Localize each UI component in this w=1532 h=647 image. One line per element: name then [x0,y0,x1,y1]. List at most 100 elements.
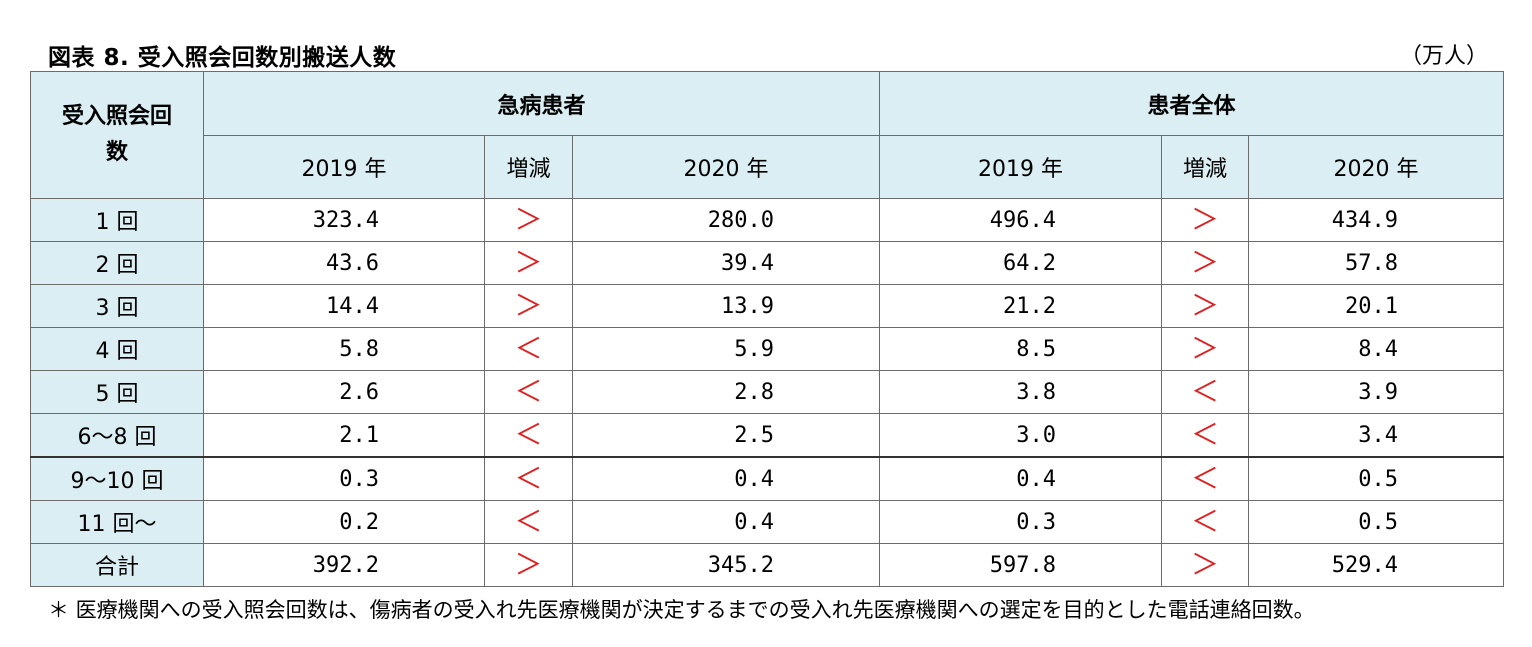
value-2020-acute: 0.4 [572,500,880,544]
change-indicator-acute: ＜ [484,413,573,458]
col-2020-acute: 2020 年 [572,135,880,199]
value-2019-acute: 392.2 [203,543,485,587]
change-indicator-acute: ＞ [484,241,573,285]
value-2019-acute: 14.4 [203,284,485,328]
value-2020-acute: 0.4 [572,456,880,501]
change-indicator-all: ＜ [1161,413,1249,458]
transport-table: 受入照会回数 急病患者 患者全体 2019 年 増減 2020 年 2019 年… [30,71,1504,587]
value-2020-acute: 2.8 [572,370,880,414]
comparison-sign: ＜ [1190,418,1219,451]
value-2020-all: 3.4 [1248,413,1504,458]
value-2020-all: 0.5 [1248,500,1504,544]
comparison-sign: ＜ [514,505,543,538]
change-indicator-all: ＜ [1161,456,1249,501]
value-2019-all: 0.4 [879,456,1162,501]
change-indicator-all: ＞ [1161,241,1249,285]
table-row: 6～8 回 2.1 ＜ 2.5 3.0 ＜ 3.4 [30,413,1504,458]
value-2020-acute: 345.2 [572,543,880,587]
col-change-all: 増減 [1161,135,1249,199]
table-row: 9～10 回 0.3 ＜ 0.4 0.4 ＜ 0.5 [30,456,1504,501]
group-header-all: 患者全体 [879,71,1504,136]
value-2019-acute: 2.6 [203,370,485,414]
value-2019-all: 64.2 [879,241,1162,285]
comparison-sign: ＞ [514,289,543,322]
footnote: ＊ 医療機関への受入照会回数は、傷病者の受入れ先医療機関が決定するまでの受入れ先… [48,598,1315,622]
change-indicator-all: ＞ [1161,327,1249,371]
value-2019-acute: 5.8 [203,327,485,371]
value-2020-all: 0.5 [1248,456,1504,501]
comparison-sign: ＜ [514,462,543,495]
table-row: 5 回 2.6 ＜ 2.8 3.8 ＜ 3.9 [30,370,1504,414]
value-2020-acute: 13.9 [572,284,880,328]
value-2020-acute: 280.0 [572,198,880,242]
comparison-sign: ＞ [1190,246,1219,279]
col-2019-all: 2019 年 [879,135,1162,199]
row-label: 4 回 [30,327,204,371]
value-2019-acute: 2.1 [203,413,485,458]
change-indicator-acute: ＜ [484,370,573,414]
change-indicator-all: ＞ [1161,284,1249,328]
change-indicator-acute: ＞ [484,543,573,587]
value-2019-all: 0.3 [879,500,1162,544]
value-2020-all: 529.4 [1248,543,1504,587]
change-indicator-acute: ＜ [484,327,573,371]
change-indicator-all: ＜ [1161,370,1249,414]
value-2020-all: 8.4 [1248,327,1504,371]
value-2020-all: 57.8 [1248,241,1504,285]
table-row: 3 回 14.4 ＞ 13.9 21.2 ＞ 20.1 [30,284,1504,328]
row-label: 5 回 [30,370,204,414]
row-label: 3 回 [30,284,204,328]
row-label: 2 回 [30,241,204,285]
change-indicator-acute: ＜ [484,500,573,544]
comparison-sign: ＞ [1190,548,1219,581]
table-row: 4 回 5.8 ＜ 5.9 8.5 ＞ 8.4 [30,327,1504,371]
change-indicator-all: ＜ [1161,500,1249,544]
row-label: 11 回～ [30,500,204,544]
value-2020-all: 434.9 [1248,198,1504,242]
value-2020-acute: 5.9 [572,327,880,371]
value-2020-all: 3.9 [1248,370,1504,414]
comparison-sign: ＞ [1190,289,1219,322]
comparison-sign: ＜ [514,375,543,408]
value-2019-all: 3.0 [879,413,1162,458]
table-row: 2 回 43.6 ＞ 39.4 64.2 ＞ 57.8 [30,241,1504,285]
table-title: 図表 8. 受入照会回数別搬送人数 [48,45,397,71]
change-indicator-acute: ＜ [484,456,573,501]
group-header-acute: 急病患者 [203,71,880,136]
value-2019-all: 496.4 [879,198,1162,242]
value-2019-acute: 0.3 [203,456,485,501]
unit-label: （万人） [1399,44,1488,69]
value-2019-acute: 43.6 [203,241,485,285]
change-indicator-all: ＞ [1161,543,1249,587]
row-label: 9～10 回 [30,456,204,501]
comparison-sign: ＜ [1190,505,1219,538]
value-2020-acute: 39.4 [572,241,880,285]
row-label: 合計 [30,543,204,587]
value-2020-all: 20.1 [1248,284,1504,328]
value-2019-acute: 323.4 [203,198,485,242]
row-header-label: 受入照会回数 [62,104,173,165]
comparison-sign: ＜ [514,332,543,365]
comparison-sign: ＞ [514,246,543,279]
comparison-sign: ＞ [514,203,543,236]
row-header: 受入照会回数 [30,71,204,199]
change-indicator-acute: ＞ [484,198,573,242]
table-row: 11 回～ 0.2 ＜ 0.4 0.3 ＜ 0.5 [30,500,1504,544]
value-2019-all: 597.8 [879,543,1162,587]
comparison-sign: ＞ [1190,203,1219,236]
comparison-sign: ＜ [514,418,543,451]
row-label: 6～8 回 [30,413,204,458]
value-2019-acute: 0.2 [203,500,485,544]
value-2019-all: 3.8 [879,370,1162,414]
col-2020-all: 2020 年 [1248,135,1504,199]
col-change-acute: 増減 [484,135,573,199]
comparison-sign: ＞ [514,548,543,581]
col-2019-acute: 2019 年 [203,135,485,199]
comparison-sign: ＞ [1190,332,1219,365]
change-indicator-all: ＞ [1161,198,1249,242]
table-row: 1 回 323.4 ＞ 280.0 496.4 ＞ 434.9 [30,198,1504,242]
value-2020-acute: 2.5 [572,413,880,458]
comparison-sign: ＜ [1190,462,1219,495]
table-row: 合計 392.2 ＞ 345.2 597.8 ＞ 529.4 [30,543,1504,587]
change-indicator-acute: ＞ [484,284,573,328]
